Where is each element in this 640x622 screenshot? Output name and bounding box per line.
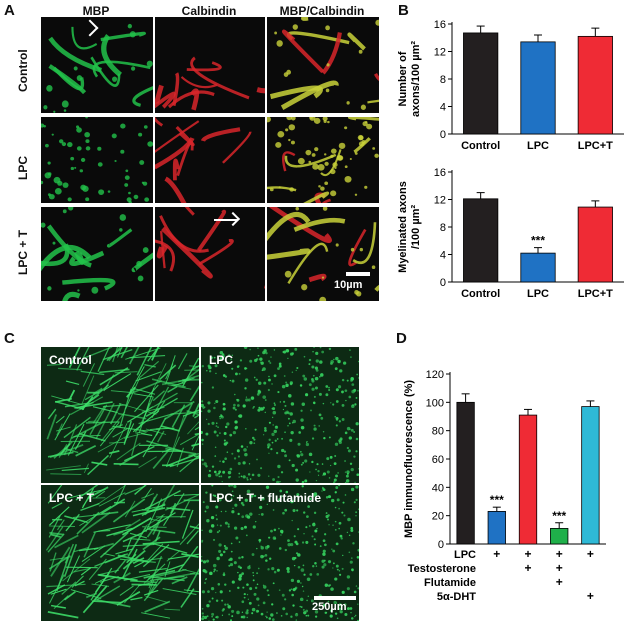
micrograph-c-texture [41,485,199,621]
y-tick-label: 12 [434,195,446,207]
micrograph-c-label: LPC + T + flutamide [209,491,321,505]
row-head-lpc-t: LPC + T [16,230,30,275]
y-axis-label: /100 µm² [410,205,422,250]
significance-label: *** [531,234,545,248]
treatment-plus: + [556,575,563,589]
micrograph-a-texture [155,117,265,203]
y-tick-label: 100 [426,397,444,409]
bar-2 [578,36,612,134]
significance-label: *** [552,509,566,523]
y-tick-label: 0 [440,277,446,289]
treatment-plus: + [587,547,594,561]
scale-bar-c-label: 250µm [312,601,346,613]
scale-bar-c [314,596,356,600]
category-label: Control [461,140,500,152]
micrograph-a-r1-c2 [266,116,380,204]
y-axis-label: axons/100 µm² [410,41,422,117]
category-label: LPC [527,140,549,152]
micrograph-a-r1-c1 [154,116,266,204]
y-tick-label: 20 [432,511,444,523]
bar-0 [463,33,497,134]
chart-d: 0 20 40 60 80 100 120 *** *** MBP immunofluoresce… [392,360,636,612]
micrograph-c-texture [201,347,359,483]
treatment-label: Testosterone [408,563,476,575]
y-axis-label: Myelinated axons [397,181,409,273]
treatment-label: LPC [454,549,476,561]
bar-0 [457,402,474,544]
bar-1 [521,253,555,282]
category-label: Control [461,288,500,300]
micrograph-a-r2-c2 [266,206,380,302]
y-tick-label: 40 [432,482,444,494]
y-tick-label: 12 [434,47,446,59]
y-tick-label: 60 [432,454,444,466]
bar-4 [582,407,599,544]
chart-b-bottom: 0 4 8 12 16 Control *** LPC LPC+T Myelinated axon… [392,164,628,306]
treatment-label: 5α-DHT [437,591,476,603]
bar-1 [521,42,555,134]
bar-0 [463,199,497,282]
scale-bar-a-label: 10µm [334,279,362,291]
bar-2 [519,415,536,544]
y-tick-label: 0 [438,539,444,551]
micrograph-c-label: LPC [209,353,233,367]
treatment-plus: + [493,547,500,561]
treatment-plus: + [556,561,563,575]
micrograph-c-texture [41,347,199,483]
category-label: LPC+T [578,288,613,300]
bar-3 [550,528,567,544]
treatment-label: Flutamide [424,577,476,589]
micrograph-a-r0-c1 [154,16,266,114]
y-axis-label: Number of [397,51,409,106]
y-tick-label: 4 [440,102,446,114]
category-label: LPC+T [578,140,613,152]
y-tick-label: 8 [440,74,446,86]
category-label: LPC [527,288,549,300]
micrograph-c-0: Control [40,346,200,484]
micrograph-a-r0-c2 [266,16,380,114]
micrograph-c-label: Control [49,353,92,367]
micrograph-a-texture [41,117,153,203]
y-tick-label: 4 [440,250,446,262]
micrograph-a-r2-c1 [154,206,266,302]
panel-c-letter: C [4,330,15,347]
micrograph-a-texture [41,17,153,113]
bar-2 [578,207,612,282]
micrograph-a-r0-c0 [40,16,154,114]
micrograph-c-2: LPC + T [40,484,200,622]
y-tick-label: 16 [434,19,446,31]
micrograph-a-texture [267,17,379,113]
treatment-plus: + [587,589,594,603]
scale-bar-a [346,272,370,276]
y-tick-label: 16 [434,167,446,179]
row-head-lpc: LPC [16,156,30,180]
treatment-plus: + [556,547,563,561]
panel-d-letter: D [396,330,407,347]
row-head-control: Control [16,49,30,92]
micrograph-a-texture [41,207,153,301]
panel-a-letter: A [4,2,15,19]
y-tick-label: 0 [440,129,446,141]
y-axis-label: MBP immunofluorescence (%) [403,380,415,538]
y-tick-label: 120 [426,369,444,381]
micrograph-c-1: LPC [200,346,360,484]
bar-1 [488,511,505,544]
treatment-plus: + [524,561,531,575]
micrograph-a-texture [267,117,379,203]
micrograph-a-r1-c0 [40,116,154,204]
micrograph-a-r2-c0 [40,206,154,302]
micrograph-a-texture [155,207,265,301]
micrograph-c-label: LPC + T [49,491,94,505]
treatment-plus: + [524,547,531,561]
y-tick-label: 80 [432,426,444,438]
significance-label: *** [490,493,504,507]
y-tick-label: 8 [440,222,446,234]
micrograph-a-texture [155,17,265,113]
